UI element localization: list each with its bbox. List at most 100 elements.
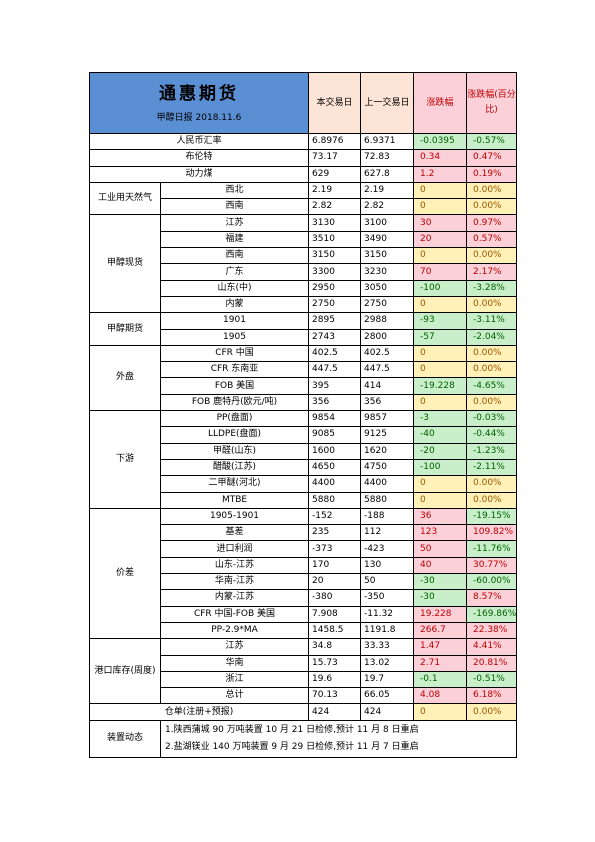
group-label: 外盘 [89, 344, 161, 412]
today-value: 73.17 [308, 149, 362, 167]
change-value: 0 [413, 475, 468, 493]
today-value: 3150 [308, 247, 362, 265]
plant-status-line: 1.陕西蒲城 90 万吨装置 10 月 21 日检修,预计 11 月 8 日重启 [165, 724, 419, 735]
prev-value: 112 [360, 524, 415, 542]
today-value: -152 [308, 507, 362, 526]
row-label: CFR 中国-FOB 美国 [159, 605, 310, 623]
prev-value: 627.8 [360, 165, 415, 183]
table-row: 布伦特 73.17 72.83 0.34 0.47% [88, 149, 518, 167]
change-pct-value: 0.00% [466, 295, 518, 314]
change-pct-value: 30.77% [466, 556, 518, 575]
prev-value: 3150 [360, 247, 415, 265]
group-label: 甲醇期货 [89, 312, 161, 346]
table-row: PP-2.9*MA 1458.5 1191.8 266.7 22.38% [90, 621, 518, 640]
change-value: -0.0395 [413, 132, 468, 151]
today-value: 9854 [308, 410, 362, 428]
change-value: 0.34 [413, 149, 468, 167]
change-value: 0 [413, 247, 468, 265]
prev-value: 130 [360, 556, 415, 575]
plant-status-line: 2.盐湖镁业 140 万吨装置 9 月 29 日检修,预计 11 月 7 日重启 [165, 741, 419, 752]
prev-value: 4400 [360, 475, 415, 493]
table-row: 外盘 CFR 中国 402.5 402.5 0 0.00% [89, 344, 518, 412]
change-pct-value: 109.82% [466, 524, 518, 542]
prev-value: 3050 [360, 279, 415, 297]
row-label: 西南 [159, 247, 310, 265]
row-label: 内蒙-江苏 [159, 589, 310, 607]
today-value: 4400 [308, 475, 362, 493]
col-header-change-pct: 涨跌幅(百分比) [466, 72, 518, 134]
today-value: -380 [308, 589, 362, 607]
change-pct-value: 0.00% [466, 181, 518, 200]
change-value: 40 [413, 556, 468, 575]
change-pct-value: -3.28% [466, 279, 518, 297]
row-label: 1901 [159, 312, 310, 330]
col-header-today: 本交易日 [308, 72, 362, 134]
today-value: 9085 [308, 426, 362, 444]
report-date: 甲醇日报 2018.11.6 [156, 113, 242, 123]
change-value: -57 [413, 328, 468, 346]
change-pct-value: -2.11% [466, 458, 518, 477]
row-label: 山东-江苏 [159, 556, 310, 575]
group-label: 工业用天然气 [89, 181, 161, 216]
change-pct-value: 0.57% [466, 230, 518, 249]
change-value: 0 [413, 361, 468, 379]
table-row: 华南-江苏 20 50 -30 -60.00% [90, 573, 518, 591]
row-label: 总计 [159, 687, 310, 705]
change-pct-value: 0.00% [466, 344, 518, 363]
col-header-change: 涨跌幅 [413, 72, 468, 134]
change-value: 4.08 [413, 687, 468, 705]
change-pct-value: 20.81% [466, 654, 518, 672]
today-value: 70.13 [308, 687, 362, 705]
prev-value: 2.82 [360, 198, 415, 216]
plant-status-label: 装置动态 [89, 719, 161, 758]
table-row: LLDPE(盘面) 9085 9125 -40 -0.44% [90, 426, 518, 444]
today-value: 3300 [308, 263, 362, 281]
prev-value: 4750 [360, 458, 415, 477]
change-pct-value: 0.00% [466, 361, 518, 379]
prev-value: 50 [360, 573, 415, 591]
row-label: 甲醛(山东) [159, 442, 310, 460]
prev-value: 33.33 [360, 638, 415, 656]
change-value: 0 [413, 703, 468, 721]
change-pct-value: 0.97% [466, 214, 518, 232]
today-value: 3130 [308, 214, 362, 232]
change-pct-value: -60.00% [466, 573, 518, 591]
row-label: 福建 [159, 230, 310, 249]
prev-value: 66.05 [360, 687, 415, 705]
group-label: 港口库存(周度) [89, 638, 161, 705]
change-pct-value: 0.00% [466, 491, 518, 509]
row-label: 布伦特 [88, 149, 310, 167]
change-value: 30 [413, 214, 468, 232]
change-value: 36 [413, 507, 468, 526]
today-value: 170 [308, 556, 362, 575]
today-value: -373 [308, 540, 362, 558]
change-pct-value: -19.15% [466, 507, 518, 526]
change-value: -0.1 [413, 670, 468, 689]
today-value: 2.82 [308, 198, 362, 216]
row-label: 西北 [159, 181, 310, 200]
table-row: 工业用天然气 西北 2.19 2.19 0 0.00% [89, 181, 518, 216]
prev-value: -423 [360, 540, 415, 558]
change-value: 19.228 [413, 605, 468, 623]
table-row: 总计 70.13 66.05 4.08 6.18% [90, 687, 518, 705]
table-row: 内蒙 2750 2750 0 0.00% [90, 295, 518, 314]
table-row: 港口库存(周度) 江苏 34.8 33.33 1.47 4.41% [89, 638, 518, 705]
change-pct-value: -11.76% [466, 540, 518, 558]
today-value: 2950 [308, 279, 362, 297]
change-value: -20 [413, 442, 468, 460]
today-value: 4650 [308, 458, 362, 477]
change-pct-value: 6.18% [466, 687, 518, 705]
row-label: 1905 [159, 328, 310, 346]
today-value: 2750 [308, 295, 362, 314]
change-value: 1.2 [413, 165, 468, 183]
today-value: 1600 [308, 442, 362, 460]
row-label: 山东(中) [159, 279, 310, 297]
row-label: 广东 [159, 263, 310, 281]
table-row: 价差 1905-1901 -152 -188 36 -19.15% [89, 507, 518, 640]
change-value: 0 [413, 491, 468, 509]
today-value: 3510 [308, 230, 362, 249]
change-pct-value: -0.44% [466, 426, 518, 444]
row-label: 二甲醚(河北) [159, 475, 310, 493]
change-value: 50 [413, 540, 468, 558]
prev-value: 3100 [360, 214, 415, 232]
